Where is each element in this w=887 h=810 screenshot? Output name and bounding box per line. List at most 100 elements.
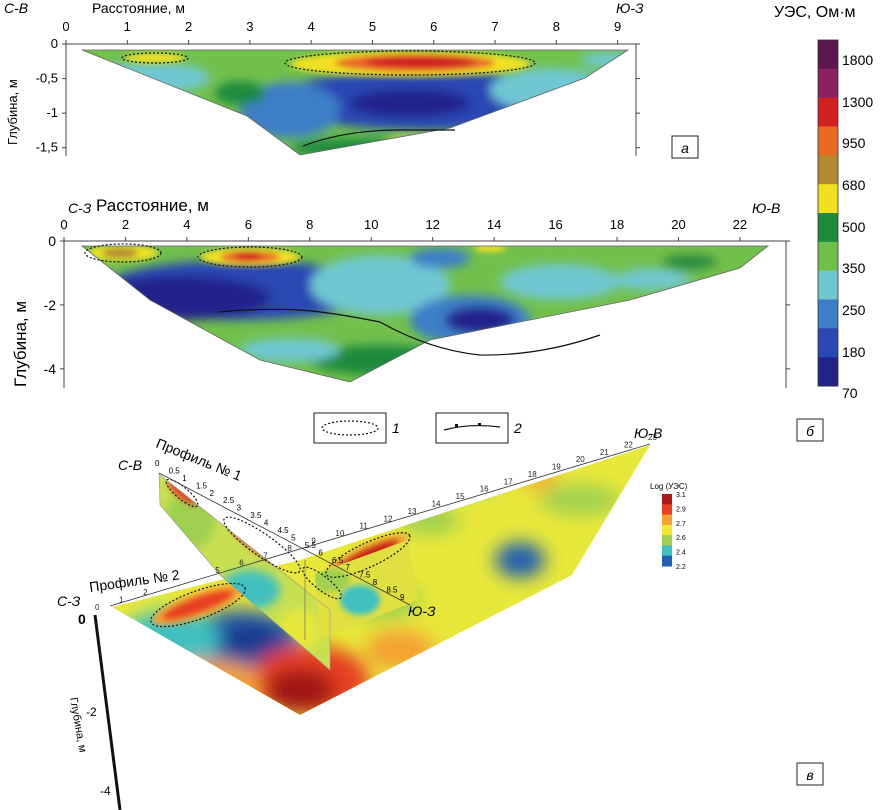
colorbar-tick-label: 2.7 (676, 521, 686, 528)
y-tick-label: 0 (51, 36, 58, 51)
direction-ne-label: С-В (4, 0, 28, 16)
y-tick-label: -4 (44, 361, 57, 377)
dotted-contour-symbol (321, 420, 379, 436)
panel-a-badge (671, 135, 699, 159)
profile-1-label: Профиль № 1 (154, 435, 245, 484)
legend-tick-label: 1300 (842, 94, 873, 110)
profile-1-tick-label: 5 (291, 533, 296, 542)
x-tick-label: 4 (308, 19, 315, 34)
panel-c-badge-text: в (806, 767, 813, 783)
profile-2-tick-label: 16 (480, 485, 489, 494)
profile-2-tick-label: 13 (408, 507, 417, 516)
section-a-heatmap (82, 50, 628, 155)
profile-1-tick-label: 0.5 (169, 466, 181, 475)
profile-2-tick-label: 17 (504, 477, 513, 486)
profile-1-tick-label: 4.5 (278, 526, 290, 535)
direction-nw-label-3d: С-З (57, 593, 81, 609)
colorbar-tick-label: 2.4 (676, 550, 686, 557)
x-tick-label: 7 (491, 19, 498, 34)
profile-1-tick-label: 2.5 (223, 496, 235, 505)
profile-1-ticks: 00.511.522.533.544.555.566.577.588.59 (155, 459, 405, 602)
x-ticks-b: 0 2 4 6 8 10 12 14 16 18 20 22 (60, 217, 747, 241)
y-ticks-b: 0 -2 -4 (44, 233, 790, 377)
x-tick-label: 0 (62, 19, 69, 34)
y-tick-label: -2 (44, 297, 57, 313)
profile-2-tick-label: 23 (648, 433, 657, 442)
profile-2-tick-label: 0 (95, 603, 100, 612)
legend-swatch (818, 97, 838, 127)
direction-se-label-3d: Ю-В (634, 425, 662, 441)
profile-1-tick-label: 1 (182, 474, 187, 483)
direction-nw-label: С-З (68, 200, 92, 216)
profile-2-tick-label: 6 (239, 559, 244, 568)
profile-1-tick-label: 6 (318, 548, 323, 557)
profile-2-tick-label: 2 (143, 588, 148, 597)
profile-2-tick-label: 18 (528, 470, 537, 479)
legend-tick-label: 70 (842, 385, 858, 401)
profile-2-tick-label: 11 (359, 522, 368, 531)
legend-tick-label: 500 (842, 219, 866, 235)
y-axis-title: Глубина, м (5, 79, 20, 145)
profile-2-tick-label: 8 (287, 544, 292, 553)
x-axis-title: Расстояние, м (96, 196, 209, 215)
x-tick-label: 18 (610, 217, 624, 232)
direction-ne-label-3d: С-В (118, 457, 142, 473)
legend-title: УЭС, Ом·м (774, 4, 856, 21)
legend-tick-label: 250 (842, 302, 866, 318)
profile-1-tick-label: 3 (237, 504, 242, 513)
colorbar-title: Log (УЭС) (650, 482, 688, 491)
x-tick-label: 12 (425, 217, 439, 232)
profile-2-tick-label: 5 (215, 566, 220, 575)
profile-2-tick-label: 7 (263, 551, 268, 560)
y-tick-label: -0,5 (36, 71, 58, 86)
y-tick-label: 0 (48, 233, 56, 249)
colorbar-swatch (662, 555, 672, 567)
profile-2-tick-label: 19 (552, 463, 561, 472)
colorbar-swatch (662, 504, 672, 516)
symbol-box-1 (313, 412, 387, 444)
profile-2-tick-label: 1 (119, 596, 124, 605)
panel-a-badge-text: а (681, 140, 689, 156)
profile-2-label: Профиль № 2 (88, 566, 181, 595)
profile-1-tick-label: 7.5 (359, 571, 371, 580)
x-ticks-a: 0 1 2 3 4 5 6 7 8 9 (62, 19, 621, 44)
resistivity-legend: УЭС, Ом·м 1800 1300 950 680 500 350 250 180 70 (774, 4, 873, 401)
profile-1-tick-label: 2 (209, 489, 214, 498)
y-ticks-a: 0 -0,5 -1 -1,5 (36, 36, 640, 155)
legend-swatch (818, 299, 838, 329)
legend-swatch (818, 213, 838, 243)
x-tick-label: 2 (185, 19, 192, 34)
profile-2-tick-label: 10 (335, 529, 344, 538)
colorbar-swatch (662, 514, 672, 526)
profile-1-tick-label: 6.5 (332, 556, 344, 565)
profile-2-tick-label: 21 (600, 448, 609, 457)
x-tick-label: 3 (246, 19, 253, 34)
colorbar-tick-label: 3.1 (676, 492, 686, 499)
panel-a: С-В Расстояние, м Ю-З Глубина, м (4, 0, 699, 159)
x-tick-label: 16 (548, 217, 562, 232)
legend-swatch (818, 40, 838, 70)
legend-tick-label: 950 (842, 135, 866, 151)
legend-swatch (818, 68, 838, 99)
direction-se-label: Ю-В (752, 200, 780, 216)
boundary-line-symbol (443, 424, 501, 431)
section-b-heatmap (82, 246, 768, 382)
legend-tick-label: 350 (842, 260, 866, 276)
profile-1-tick-label: 0 (155, 459, 160, 468)
x-tick-label: 5 (369, 19, 376, 34)
y-tick-label: -1 (46, 105, 58, 120)
legend-swatch (818, 126, 838, 156)
colorbar-tick-label: 2.2 (676, 564, 686, 571)
panel-b-badge-text: б (806, 423, 815, 439)
profile-1-tick-label: 9 (400, 593, 405, 602)
x-tick-label: 9 (614, 19, 621, 34)
direction-sw-label: Ю-З (616, 0, 644, 16)
symbol-2-label: 2 (513, 420, 522, 436)
symbol-1-label: 1 (392, 420, 400, 436)
profile-1-tick-label: 3.5 (250, 511, 262, 520)
panel-c: 00.511.522.533.544.555.566.577.588.59 01… (57, 425, 824, 810)
colorbar-swatch (662, 524, 672, 536)
profile-1-tick-label: 1.5 (196, 481, 208, 490)
